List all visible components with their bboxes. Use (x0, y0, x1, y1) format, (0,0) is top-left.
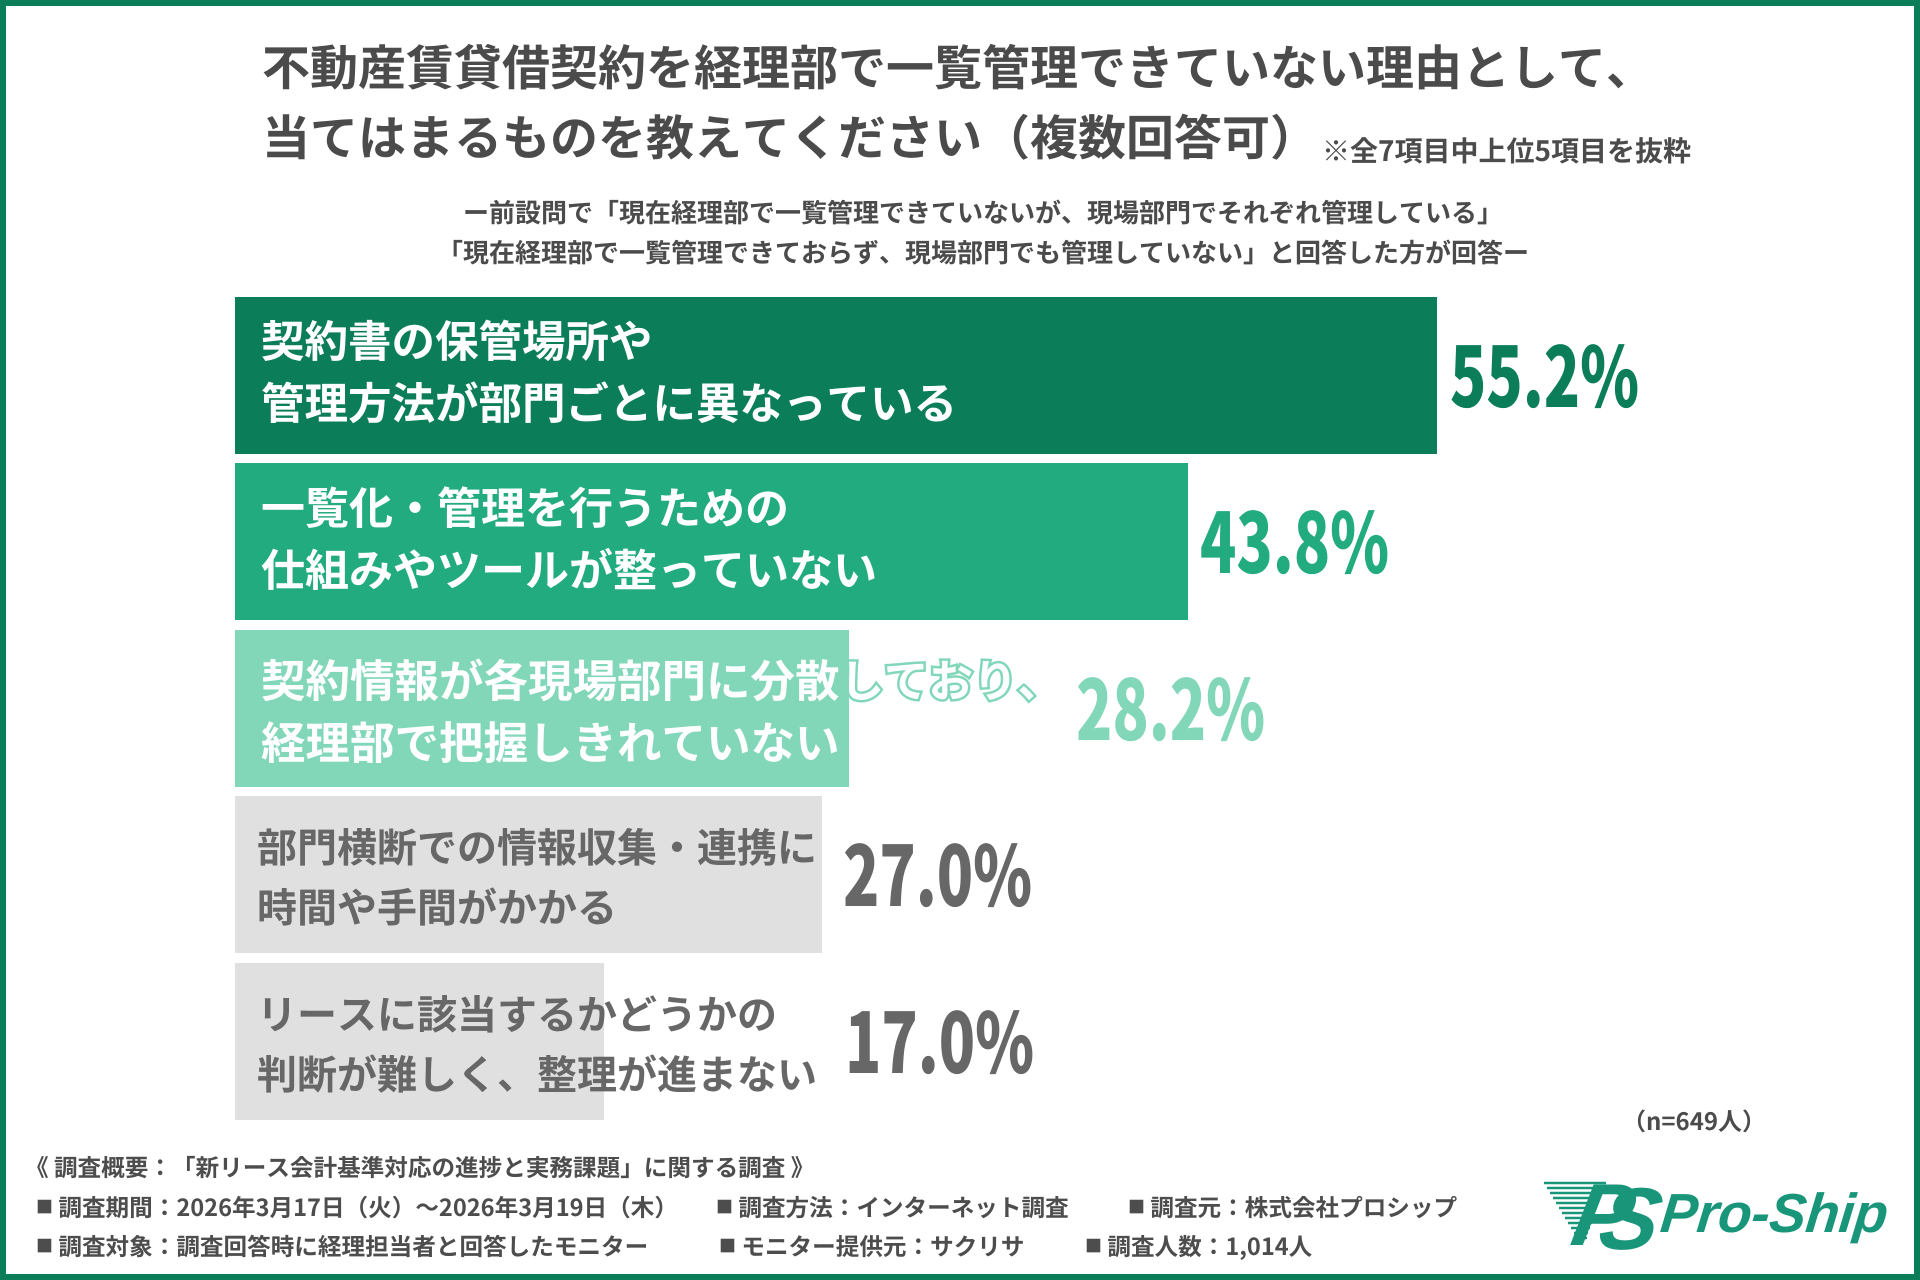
svg-text:Pro-Ship: Pro-Ship (1658, 1182, 1891, 1244)
